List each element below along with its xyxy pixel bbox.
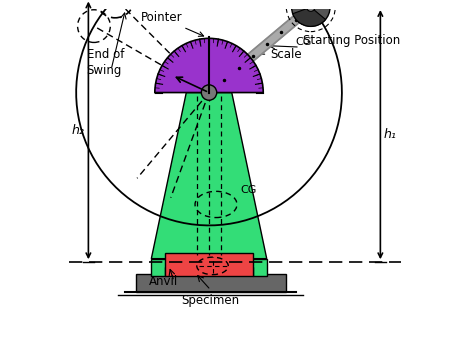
Circle shape	[292, 0, 330, 26]
Text: Starting Position: Starting Position	[303, 34, 401, 47]
Wedge shape	[155, 38, 263, 93]
Polygon shape	[242, 258, 267, 276]
Bar	[165, 253, 253, 276]
Text: Scale: Scale	[251, 48, 302, 61]
Text: Pointer: Pointer	[141, 11, 204, 36]
Text: Anvil: Anvil	[149, 275, 178, 288]
Polygon shape	[151, 258, 176, 276]
Wedge shape	[293, 7, 326, 26]
Text: Specimen: Specimen	[182, 294, 240, 307]
Text: h₁: h₁	[384, 128, 397, 141]
Text: CG: CG	[296, 37, 312, 47]
Text: End of
Swing: End of Swing	[87, 48, 124, 77]
Text: Hammer: Hammer	[0, 358, 1, 359]
Text: CG: CG	[240, 186, 257, 195]
Text: h₂: h₂	[72, 124, 85, 137]
Circle shape	[201, 85, 217, 100]
Polygon shape	[206, 4, 313, 96]
Bar	[136, 274, 286, 292]
Circle shape	[307, 3, 315, 11]
Polygon shape	[151, 93, 267, 258]
